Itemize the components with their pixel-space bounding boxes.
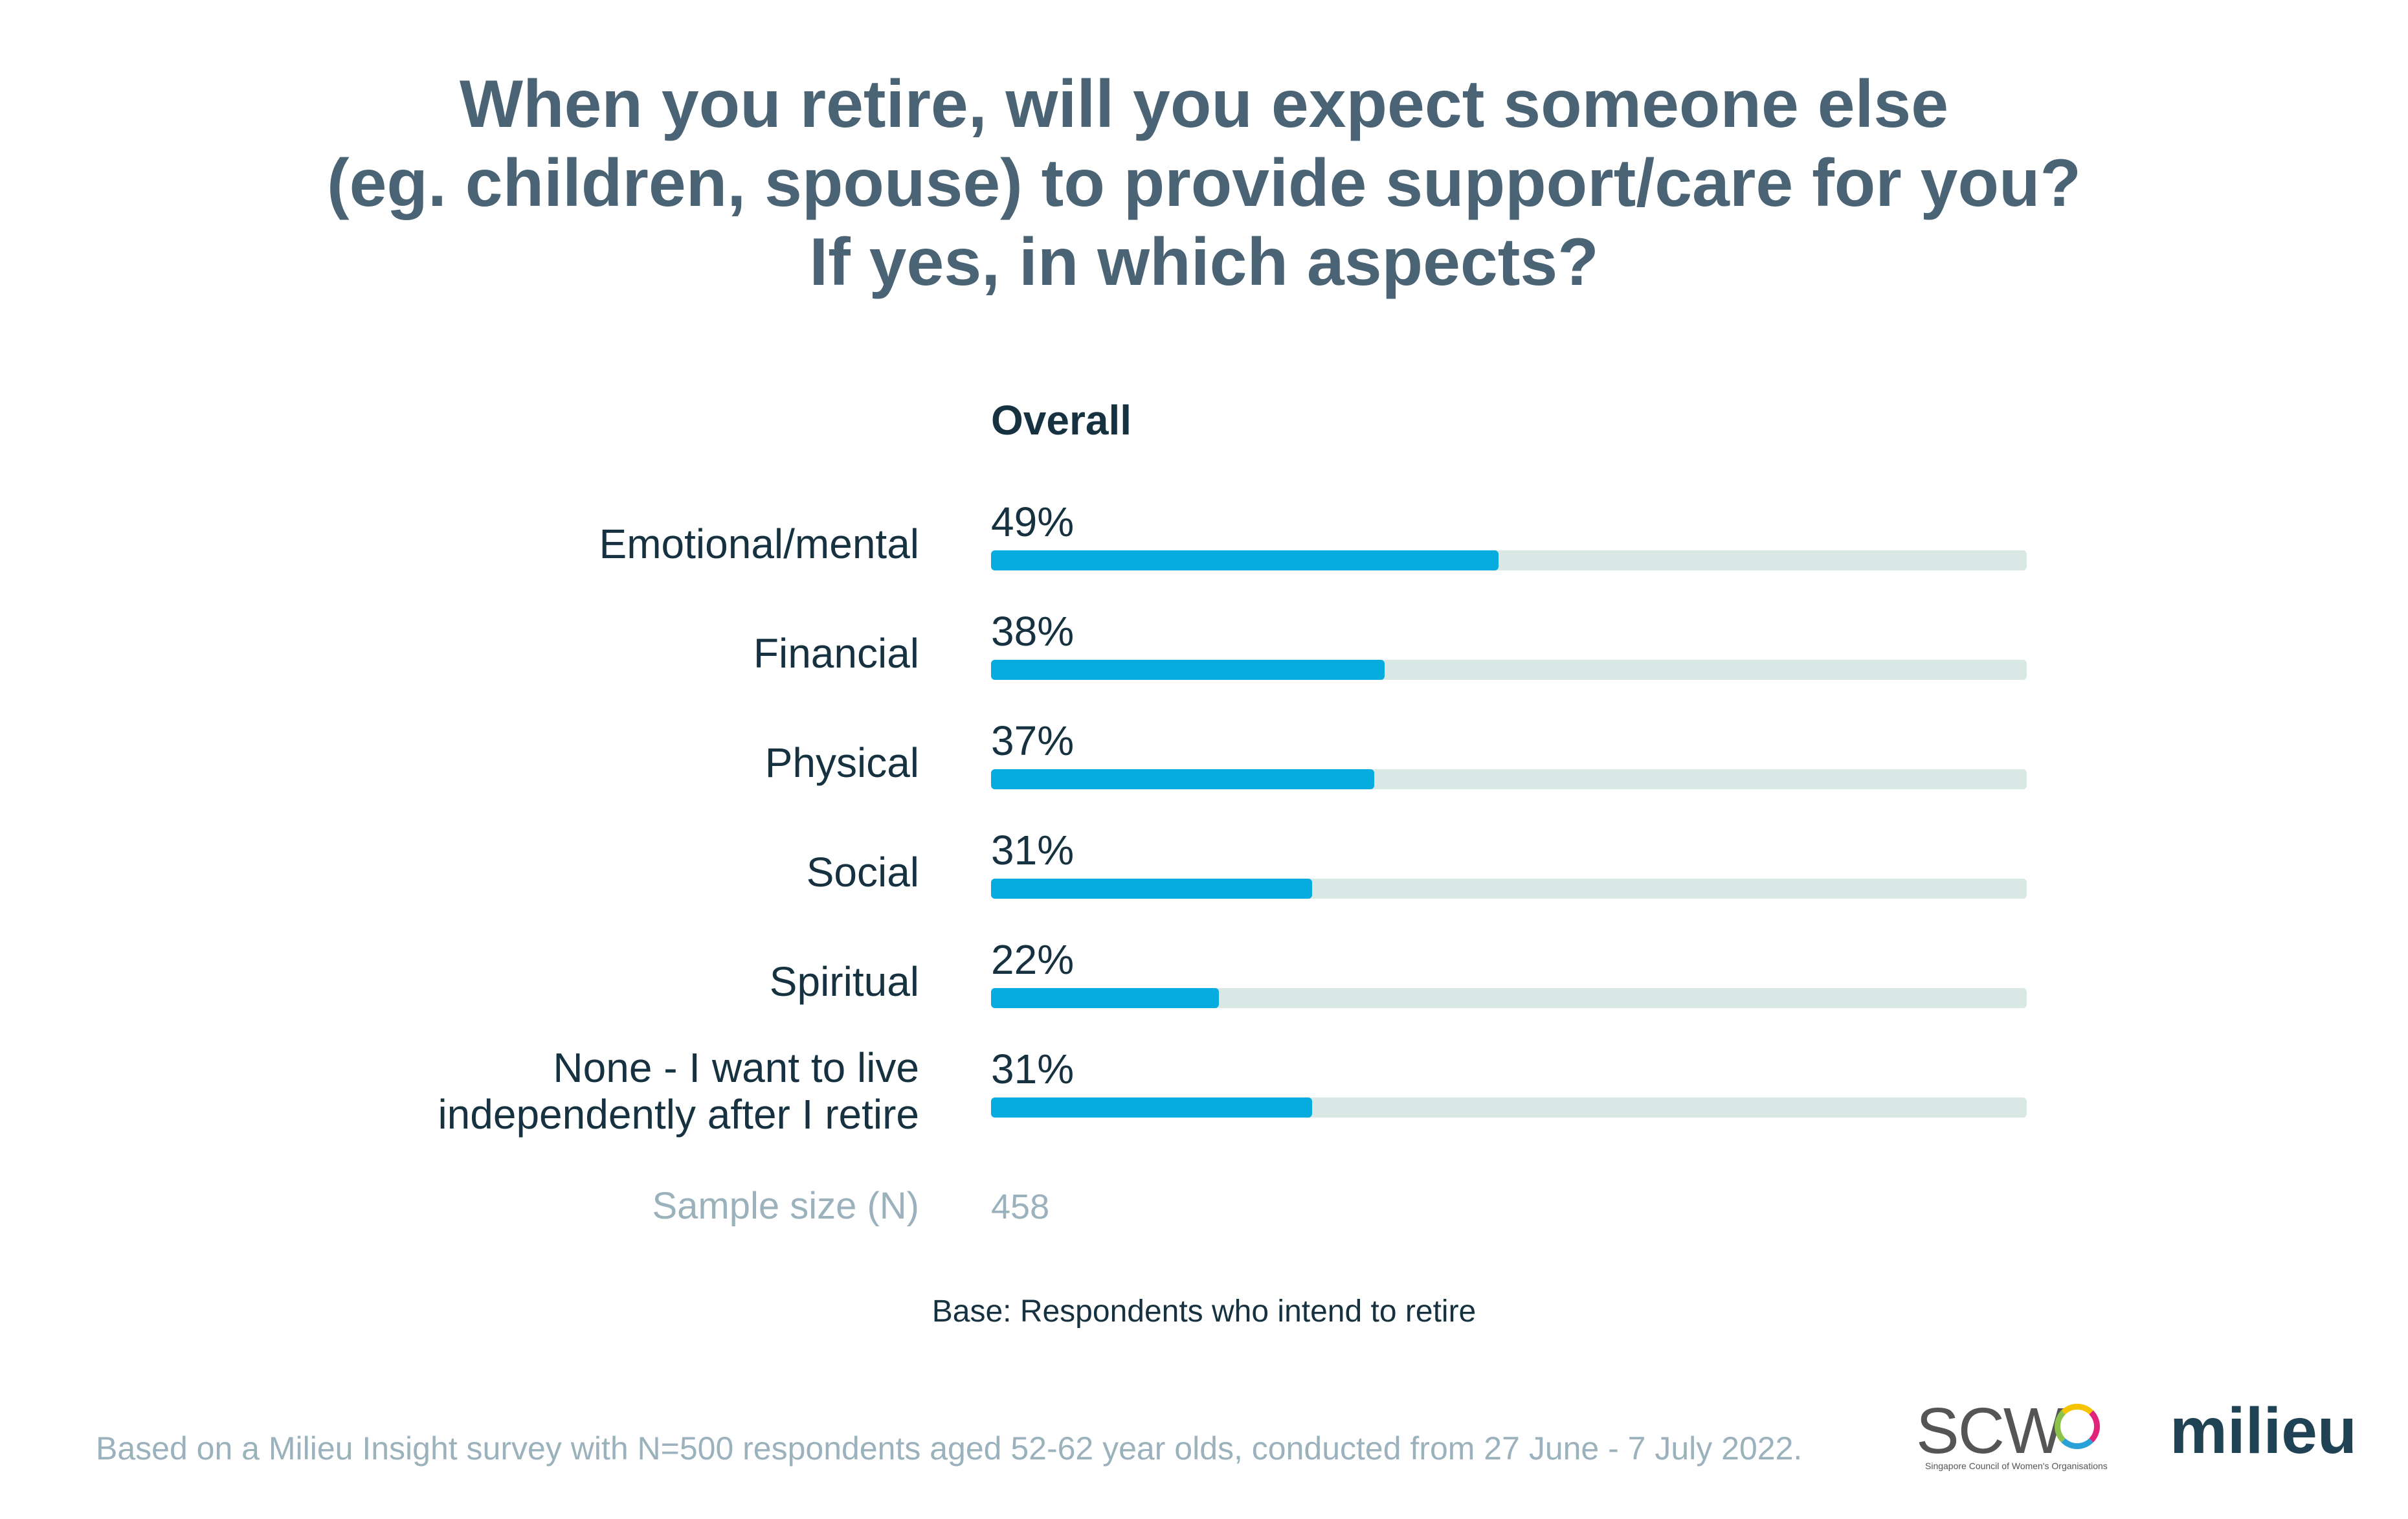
category-label: Physical — [765, 739, 919, 786]
bar — [991, 769, 1374, 789]
sample-size-value: 458 — [991, 1187, 1049, 1226]
category-label: Financial — [753, 630, 919, 677]
milieu-logo: milieu — [2170, 1395, 2357, 1467]
bar — [991, 660, 1385, 680]
category-label: Emotional/mental — [599, 521, 919, 567]
bar — [991, 550, 1499, 570]
scwo-logo: SCW Singapore Council of Women's Organis… — [1916, 1399, 2123, 1476]
value-label: 31% — [991, 1046, 1074, 1092]
scwo-subtitle: Singapore Council of Women's Organisatio… — [1925, 1461, 2108, 1471]
category-label: Spiritual — [770, 958, 919, 1005]
scwo-ring-icon — [2055, 1404, 2100, 1449]
category-label: None - I want to live — [553, 1044, 919, 1091]
value-label: 37% — [991, 717, 1074, 764]
bar-track — [991, 988, 2027, 1008]
value-label: 49% — [991, 499, 1074, 545]
chart-title: When you retire, will you expect someone… — [0, 65, 2408, 302]
value-label: 22% — [991, 936, 1074, 983]
value-label: 38% — [991, 608, 1074, 655]
value-label: 31% — [991, 827, 1074, 873]
series-header: Overall — [991, 397, 1132, 444]
category-label: Social — [807, 849, 919, 895]
survey-footnote: Based on a Milieu Insight survey with N=… — [96, 1430, 1803, 1467]
scwo-wordmark: SCW — [1916, 1395, 2064, 1467]
title-line-1: When you retire, will you expect someone… — [459, 67, 1949, 142]
category-label: independently after I retire — [438, 1091, 919, 1138]
title-line-2: (eg. children, spouse) to provide suppor… — [326, 146, 2082, 221]
base-note: Base: Respondents who intend to retire — [931, 1294, 1477, 1329]
bar — [991, 879, 1312, 899]
title-line-3: If yes, in which aspects? — [809, 225, 1599, 300]
sample-size-label: Sample size (N) — [652, 1185, 919, 1227]
bar — [991, 988, 1219, 1008]
bar — [991, 1097, 1312, 1118]
